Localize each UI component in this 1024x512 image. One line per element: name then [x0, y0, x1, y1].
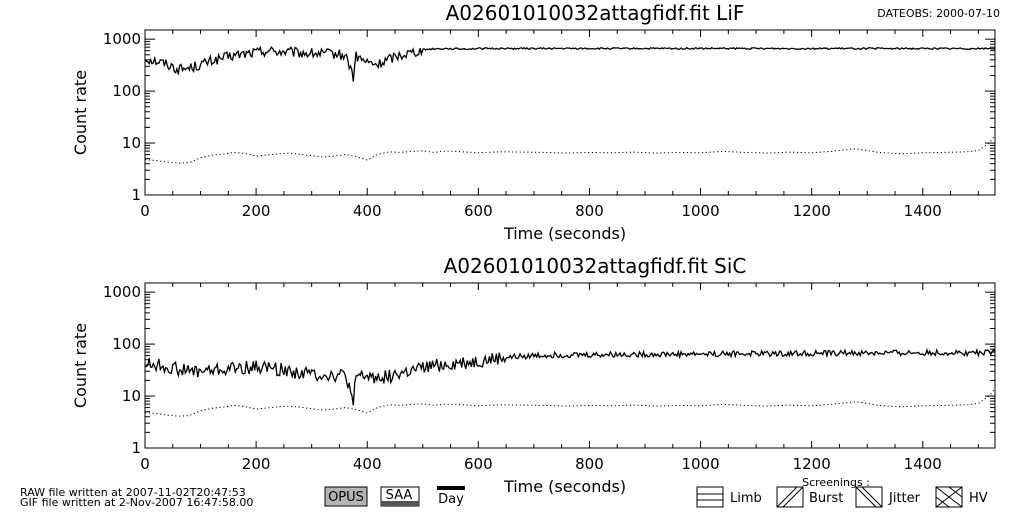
- saa-indicator: SAA: [380, 486, 420, 507]
- x-tick-label: 400: [353, 455, 382, 473]
- x-tick-label: 1200: [793, 455, 831, 473]
- background-series: [144, 135, 996, 164]
- screening-jitter: Jitter: [855, 486, 921, 508]
- dateobs-label: DATEOBS: 2000-07-10: [877, 7, 1000, 20]
- screening-burst: Burst: [776, 486, 843, 508]
- x-tick-label: 200: [242, 455, 271, 473]
- plot-frame: [144, 282, 996, 449]
- screening-jitter-label: Jitter: [888, 491, 921, 506]
- x-tick-label: 0: [140, 202, 150, 220]
- x-tick-label: 0: [140, 455, 150, 473]
- y-tick-label: 1000: [103, 283, 141, 301]
- x-tick-label: 1000: [681, 455, 719, 473]
- x-tick-label: 600: [464, 202, 493, 220]
- count-rate-series: [144, 45, 996, 82]
- y-tick-label: 1: [131, 439, 141, 457]
- x-tick-label: 1400: [904, 455, 942, 473]
- opus-indicator: OPUS: [324, 486, 368, 507]
- screening-hv-label: HV: [969, 491, 988, 506]
- y-tick-label: 100: [112, 335, 141, 353]
- chart-title: A02601010032attagfidf.fit LiF: [446, 1, 745, 25]
- y-tick-label: 1000: [103, 30, 141, 48]
- y-axis-label: Count rate: [71, 70, 90, 155]
- screening-limb: Limb: [696, 486, 762, 508]
- x-tick-label: 800: [575, 455, 604, 473]
- x-tick-label: 1200: [793, 202, 831, 220]
- screening-hv: HV: [935, 486, 988, 508]
- x-axis-label: Time (seconds): [503, 224, 626, 243]
- screening-burst-label: Burst: [809, 491, 843, 506]
- saa-label: SAA: [386, 488, 413, 503]
- x-tick-label: 1000: [681, 202, 719, 220]
- plot-frame: [144, 29, 996, 196]
- opus-label: OPUS: [328, 490, 364, 505]
- background-series: [144, 388, 996, 417]
- x-axis-label: Time (seconds): [503, 477, 626, 496]
- y-axis-label: Count rate: [71, 323, 90, 408]
- chart-title: A02601010032attagfidf.fit SiC: [444, 254, 747, 278]
- x-tick-label: 1400: [904, 202, 942, 220]
- sic-chart: A02601010032attagfidf.fit SiC 0 200 400 600 8…: [71, 254, 996, 496]
- raw-file-written: RAW file written at 2007-11-02T20:47:53: [20, 486, 246, 499]
- y-tick-label: 10: [122, 134, 141, 152]
- gif-file-written: GIF file written at 2-Nov-2007 16:47:58.…: [20, 496, 253, 509]
- lif-chart: A02601010032attagfidf.fit LiF 0 200 400 600 8…: [71, 1, 996, 243]
- x-tick-label: 400: [353, 202, 382, 220]
- x-tick-label: 600: [464, 455, 493, 473]
- screening-limb-label: Limb: [730, 491, 762, 506]
- y-tick-label: 1: [131, 186, 141, 204]
- x-tick-label: 200: [242, 202, 271, 220]
- y-tick-label: 10: [122, 387, 141, 405]
- count-rate-series: [144, 347, 996, 406]
- day-label: Day: [438, 492, 464, 507]
- screenings-title: Screenings :: [802, 476, 870, 489]
- y-tick-label: 100: [112, 82, 141, 100]
- day-indicator: Day: [437, 486, 465, 507]
- x-tick-label: 800: [575, 202, 604, 220]
